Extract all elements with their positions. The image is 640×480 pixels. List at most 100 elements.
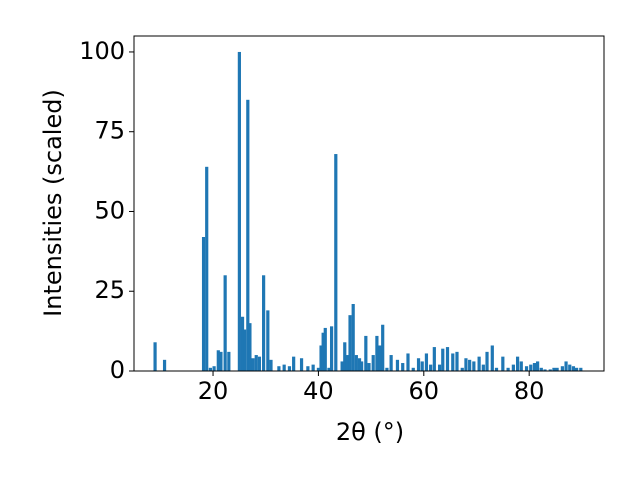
bar [401,363,405,371]
y-tick-label: 100 [79,37,125,65]
bar [375,335,379,371]
bar [511,364,515,371]
bar [205,166,209,371]
bar [416,358,421,371]
bar [262,275,266,371]
bar [345,355,349,371]
bar [251,358,255,371]
bar [378,345,382,371]
x-tick-label: 40 [303,377,334,405]
bar [243,329,247,371]
bar [406,353,410,371]
bar [455,351,459,371]
bar [208,367,213,371]
bar [524,366,529,371]
bar [485,351,489,371]
bar [451,353,455,371]
bar [385,367,389,371]
bar [571,366,576,371]
bar [316,367,321,371]
bar [532,363,537,371]
bar [468,359,472,371]
x-tick-label: 80 [514,377,545,405]
bar [266,310,270,371]
bar [539,367,543,371]
bar [277,366,281,371]
bar [579,367,583,371]
bar [354,355,358,371]
bar [395,359,400,371]
bar [340,361,344,371]
bar [420,361,424,371]
bar [227,351,231,371]
bar [329,326,334,371]
bar [381,324,385,371]
bar [321,332,325,371]
bar [560,366,564,371]
plot-frame [133,35,605,372]
bar [223,275,227,371]
bar [334,154,338,371]
bar [555,367,559,371]
bar [429,364,433,371]
bar [548,369,552,371]
bar [529,364,533,371]
bar [319,345,323,371]
bar [360,361,364,371]
bar [494,367,499,371]
bar [424,353,429,371]
bar [536,361,540,371]
bar [246,99,250,372]
bar [212,366,216,371]
x-axis-label: 2θ (°) [336,418,404,446]
bar [501,356,505,371]
bar [371,355,375,371]
bar [216,350,220,371]
bar [460,367,464,371]
bar [343,342,347,371]
x-tick-label: 20 [198,377,229,405]
bar [564,361,568,371]
bar [411,367,415,371]
bar [575,367,579,371]
bar [481,364,485,371]
bar [364,335,368,371]
bar [254,355,258,371]
bar [219,351,223,371]
bar [269,359,273,371]
y-axis-label: Intensities (scaled) [39,89,67,317]
bar [515,356,520,371]
bar [162,359,167,371]
bar [568,364,572,371]
bar [552,367,556,371]
bar [237,51,241,371]
bar [490,345,494,371]
bar [464,358,468,371]
bar [201,237,206,371]
bar [438,364,442,371]
bar [351,304,355,371]
bar [248,323,252,371]
bar [323,327,327,371]
bar [292,356,296,371]
bar [357,358,362,371]
bar [240,316,245,371]
bar [506,367,510,371]
bar [477,356,481,371]
y-tick-label: 50 [94,196,125,224]
y-tick-label: 75 [94,117,125,145]
bar [153,342,157,371]
bar [306,366,310,371]
bar [282,364,286,371]
bar [327,367,331,371]
bar [257,356,262,371]
bar [348,315,352,371]
bar [543,369,547,371]
bar [441,348,445,371]
x-tick-label: 60 [409,377,440,405]
bar [389,355,393,371]
bar [432,347,436,371]
bar [367,363,371,371]
y-tick-label: 0 [110,356,125,384]
